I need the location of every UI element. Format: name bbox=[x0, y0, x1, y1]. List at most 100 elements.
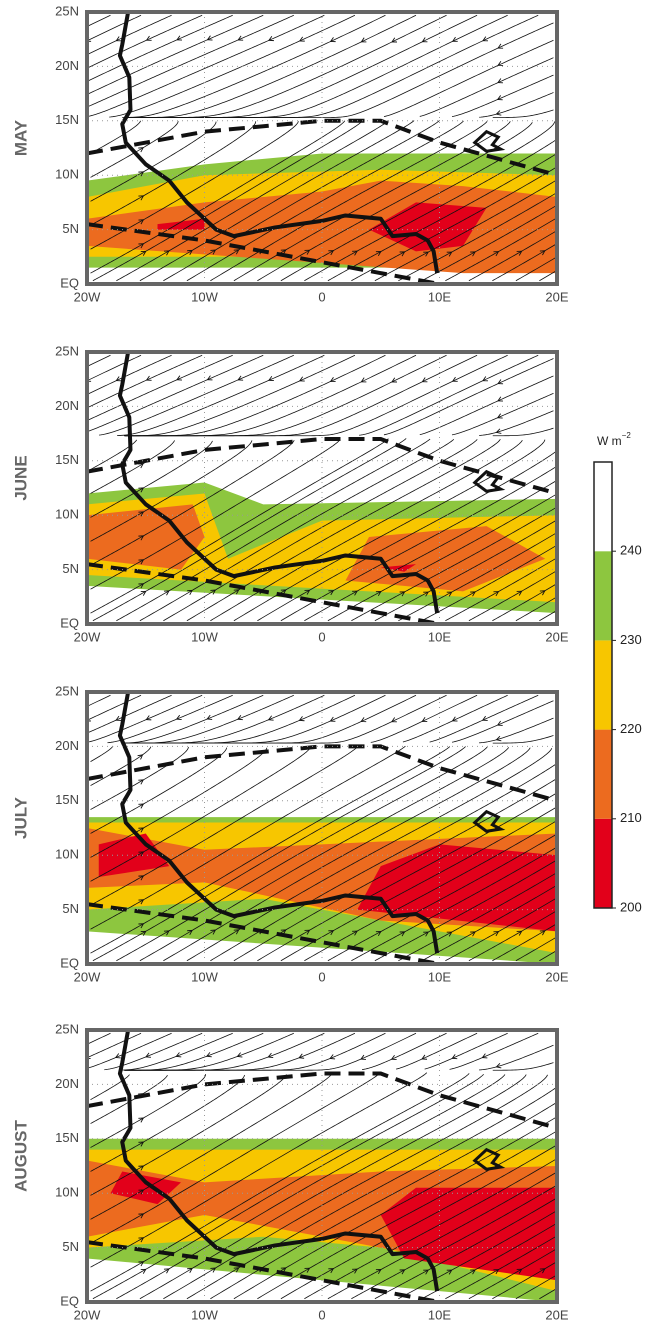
streamline-arrow bbox=[138, 1237, 145, 1243]
streamline-arrow bbox=[298, 376, 305, 382]
map-frame bbox=[85, 350, 559, 626]
streamline bbox=[492, 109, 554, 118]
y-tick-label: 15N bbox=[55, 112, 79, 127]
streamline bbox=[87, 14, 325, 118]
x-tick-label: 20W bbox=[74, 1307, 101, 1322]
month-label: AUGUST bbox=[11, 1119, 30, 1191]
streamline-arrow bbox=[496, 413, 503, 419]
map-panel: 20W 10W 0 10E 20E EQ 5N 10N 15N 20N 25N AUGUST bbox=[11, 1021, 568, 1322]
x-tick-label: 10E bbox=[428, 969, 451, 984]
streamline-arrow bbox=[399, 931, 406, 937]
streamline bbox=[421, 1222, 557, 1300]
streamline bbox=[327, 152, 557, 282]
streamline-arrow bbox=[138, 243, 145, 249]
streamline bbox=[468, 910, 557, 962]
streamline-arrow bbox=[140, 930, 147, 936]
streamline bbox=[90, 1073, 470, 1292]
x-tick-label: 0 bbox=[318, 289, 325, 304]
streamline bbox=[421, 204, 557, 282]
streamline bbox=[124, 354, 508, 437]
streamline-arrow bbox=[446, 931, 453, 937]
streamline-arrow bbox=[138, 511, 145, 517]
streamline bbox=[210, 1101, 557, 1300]
streamline bbox=[117, 354, 325, 437]
streamline-arrow bbox=[516, 250, 523, 256]
y-tick-label: 25N bbox=[55, 683, 79, 698]
streamline-arrow bbox=[421, 377, 428, 383]
streamline-arrow bbox=[304, 249, 311, 255]
streamline-arrow bbox=[210, 589, 217, 595]
streamline-arrow bbox=[539, 930, 546, 936]
streamline-arrow bbox=[493, 251, 500, 257]
unit-exponent: −2 bbox=[622, 431, 632, 440]
streamline-arrow bbox=[138, 487, 145, 493]
streamline bbox=[419, 57, 554, 117]
y-tick-label: EQ bbox=[60, 615, 79, 630]
olr-contour bbox=[87, 180, 557, 274]
map-frame bbox=[85, 1028, 559, 1304]
streamline bbox=[304, 479, 557, 622]
streamline-arrow bbox=[268, 36, 274, 42]
x-tick-label: 20E bbox=[545, 629, 568, 644]
streamline bbox=[429, 694, 539, 743]
coastline bbox=[117, 352, 440, 614]
streamline-arrow bbox=[280, 249, 287, 255]
streamline-arrow bbox=[493, 1269, 500, 1275]
x-tick-label: 20W bbox=[74, 629, 101, 644]
streamline-arrow bbox=[187, 1267, 193, 1274]
streamline-arrow bbox=[539, 250, 546, 256]
colorbar-tick-label: 230 bbox=[620, 632, 642, 647]
streamline-arrow bbox=[138, 803, 145, 809]
streamline bbox=[280, 121, 556, 282]
streamline-arrow bbox=[140, 590, 147, 596]
streamline bbox=[87, 1032, 111, 1045]
streamline-arrow bbox=[451, 716, 458, 722]
streamline bbox=[492, 1062, 554, 1071]
streamline-arrow bbox=[516, 930, 523, 936]
streamline-arrow bbox=[138, 147, 144, 153]
streamline-arrow bbox=[138, 923, 145, 929]
lake-chad bbox=[472, 809, 506, 833]
streamline-arrow bbox=[304, 589, 311, 595]
x-tick-label: 0 bbox=[318, 969, 325, 984]
streamline bbox=[210, 121, 488, 282]
streamline bbox=[451, 392, 554, 436]
streamline bbox=[99, 354, 294, 436]
streamline bbox=[87, 1032, 142, 1059]
x-tick-label: 10W bbox=[191, 629, 218, 644]
streamline-arrow bbox=[497, 43, 504, 49]
streamline bbox=[90, 121, 217, 202]
streamline bbox=[124, 14, 417, 118]
streamline bbox=[451, 700, 554, 743]
streamline bbox=[351, 166, 557, 282]
streamline-arrow bbox=[470, 931, 476, 937]
streamline bbox=[451, 74, 554, 117]
streamline bbox=[395, 1032, 478, 1070]
streamline bbox=[139, 747, 510, 962]
streamline-arrow bbox=[421, 37, 428, 43]
streamline bbox=[233, 1116, 557, 1300]
streamline bbox=[87, 354, 111, 367]
colorbar-frame bbox=[593, 461, 613, 909]
streamline bbox=[90, 440, 175, 494]
streamline-arrow bbox=[268, 375, 274, 382]
streamline-arrow bbox=[493, 591, 500, 597]
streamline-arrow bbox=[470, 251, 476, 257]
streamline bbox=[233, 777, 557, 962]
streamline bbox=[327, 493, 557, 622]
map-frame bbox=[85, 10, 559, 286]
streamline bbox=[445, 897, 557, 962]
y-tick-label: 25N bbox=[55, 3, 79, 18]
streamline bbox=[445, 217, 557, 282]
streamline-arrow bbox=[451, 1054, 458, 1060]
streamline-arrow bbox=[233, 1267, 240, 1273]
streamline-arrow bbox=[280, 589, 287, 595]
x-tick-label: 10E bbox=[428, 1307, 451, 1322]
streamline bbox=[90, 1072, 428, 1268]
streamline-arrow bbox=[233, 249, 240, 255]
streamline-arrow bbox=[496, 720, 503, 726]
streamline bbox=[90, 746, 358, 906]
x-tick-label: 10E bbox=[428, 289, 451, 304]
streamline-arrow bbox=[497, 379, 504, 385]
streamline bbox=[163, 747, 531, 962]
